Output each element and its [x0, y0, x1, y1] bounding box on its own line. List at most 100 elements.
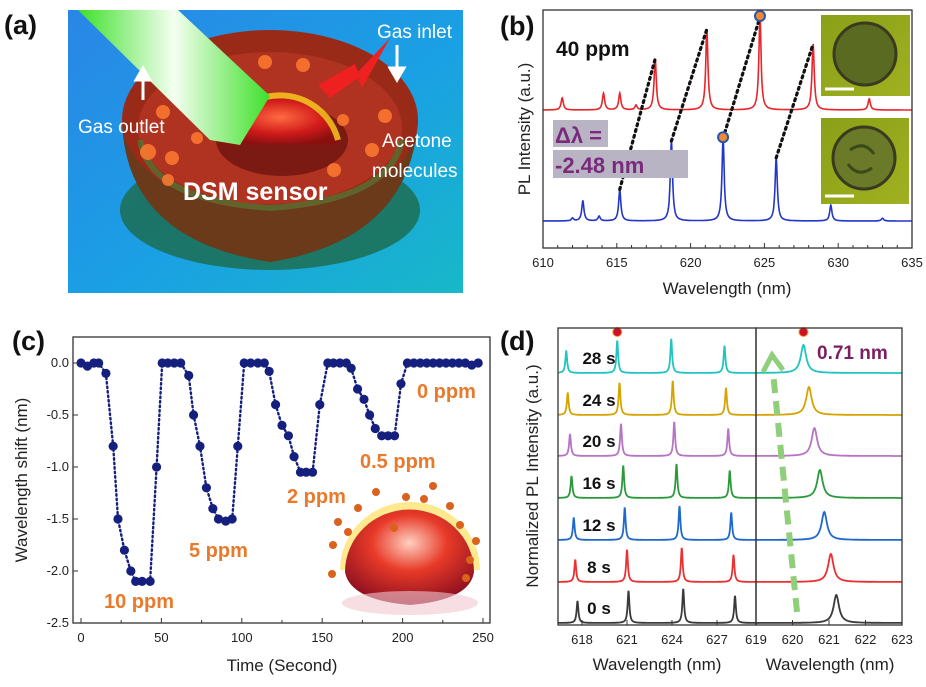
time-label: 16 s: [582, 474, 615, 493]
time-label: 8 s: [587, 558, 611, 577]
data-point: [108, 441, 118, 451]
data-point: [396, 379, 406, 389]
spectrum-line-0: [543, 16, 912, 111]
data-point: [346, 363, 356, 373]
spectrum-right-8s: [756, 552, 902, 583]
data-point: [434, 358, 445, 368]
y-tick-label: -1.0: [47, 459, 69, 474]
spectrum-left-12s: [558, 505, 756, 541]
data-point: [213, 514, 224, 524]
time-label: 24 s: [582, 391, 615, 410]
data-point: [447, 358, 458, 368]
x-tick-label: 250: [472, 630, 494, 645]
microscope-inset-top: [821, 15, 910, 96]
data-point: [259, 358, 269, 368]
data-point: [370, 423, 380, 434]
shift-link-3: [774, 42, 815, 160]
x-tick-label: 627: [706, 632, 728, 647]
x-tick-label: 622: [855, 632, 877, 647]
data-point: [184, 370, 194, 381]
data-point: [277, 420, 287, 430]
data-point: [169, 358, 179, 368]
y-tick-label: -2.0: [47, 563, 69, 578]
data-point: [188, 410, 199, 420]
pl-spectra-plot: 610 615 620 625 630 635: [532, 10, 923, 270]
data-point: [383, 431, 393, 441]
spectrum-right-28s: [756, 343, 902, 374]
data-point: [113, 514, 123, 524]
gas-outlet-label: Gas outlet: [78, 117, 165, 138]
x-tick-label: 150: [311, 630, 333, 645]
plot-frame-right: [755, 327, 903, 626]
panel-d: (d) 0 s 8 s 12 s 16 s 20 s 24 s 28 s 618 621 624 6…: [500, 326, 913, 674]
peak-marker: [798, 327, 809, 337]
dome-inset: [328, 482, 480, 615]
dsm-sensor-label: DSM sensor: [183, 178, 328, 206]
spectrum-left-8s: [558, 547, 756, 583]
panel-label: (d): [500, 326, 534, 356]
data-point: [283, 431, 294, 441]
data-point: [208, 504, 218, 514]
peak-marker: [753, 10, 766, 22]
gas-inlet-label: Gas inlet: [377, 22, 453, 43]
data-point: [94, 358, 104, 368]
panel-label: (a): [4, 10, 37, 40]
x-tick-label: 630: [827, 255, 849, 270]
data-point: [473, 358, 483, 368]
x-tick-label: 610: [532, 255, 554, 270]
spectrum-line-1: [543, 138, 912, 222]
x-tick-label: 615: [606, 255, 628, 270]
data-point: [289, 452, 299, 462]
time-label: 0 s: [587, 599, 611, 618]
data-point: [365, 410, 375, 420]
spectrum-right-24s: [756, 385, 902, 416]
spectrum-left-20s: [558, 421, 756, 457]
panel-label: (b): [500, 11, 534, 41]
spectrum-left-16s: [557, 463, 756, 499]
data-point: [454, 358, 464, 368]
x-axis-label: Wavelength (nm): [663, 279, 792, 298]
x-tick-label: 50: [154, 630, 168, 645]
y-tick-label: -1.5: [47, 511, 69, 526]
data-point: [239, 358, 249, 368]
data-point: [201, 483, 212, 493]
data-point: [335, 358, 345, 368]
y-tick-label: -2.5: [47, 615, 69, 630]
data-point: [264, 366, 274, 376]
y-tick-label: -0.5: [47, 407, 69, 422]
spectrum-right-12s: [756, 510, 903, 541]
shift-label-line1: Δλ =: [555, 123, 602, 148]
sensor-illustration: [68, 10, 463, 293]
data-point: [233, 441, 243, 451]
shift-arrow: [770, 371, 800, 613]
shift-link-2: [721, 15, 762, 140]
x-axis-label-right: Wavelength (nm): [766, 655, 895, 674]
x-tick-label: 619: [745, 632, 767, 647]
x-tick-label: 100: [231, 630, 253, 645]
data-point: [119, 545, 130, 555]
shift-label-bg: [553, 120, 608, 147]
data-point: [131, 576, 141, 587]
plot-frame: [542, 9, 913, 249]
x-axis-label-left: Wavelength (nm): [593, 655, 722, 674]
data-point: [409, 358, 419, 368]
x-axis-label: Time (Second): [227, 656, 338, 675]
data-point: [441, 358, 451, 368]
shift-annotation: 0.71 nm: [817, 343, 888, 364]
spectrum-right-16s: [756, 468, 902, 499]
spectrum-left-24s: [558, 380, 756, 416]
time-label: 28 s: [582, 349, 615, 368]
x-tick-label: 620: [680, 255, 702, 270]
time-label: 20 s: [582, 432, 615, 451]
panel-b: (b) 610 615 620 625 630 635 40 ppm Δλ = -2.48…: [500, 9, 923, 298]
data-point: [195, 441, 205, 451]
x-tick-label: 620: [782, 632, 804, 647]
acetone-label: Acetone: [382, 131, 452, 152]
data-point: [246, 358, 256, 368]
x-tick-label: 0: [77, 630, 84, 645]
annotation-5ppm: 5 ppm: [189, 540, 248, 562]
panel-c: (c) 0 50 100 150 200 250 0.0 -0.5 -1.0 -1.5 -2.0 -2…: [12, 326, 494, 675]
shift-label-bg: [553, 150, 688, 178]
microscope-inset-bottom: [821, 118, 909, 204]
